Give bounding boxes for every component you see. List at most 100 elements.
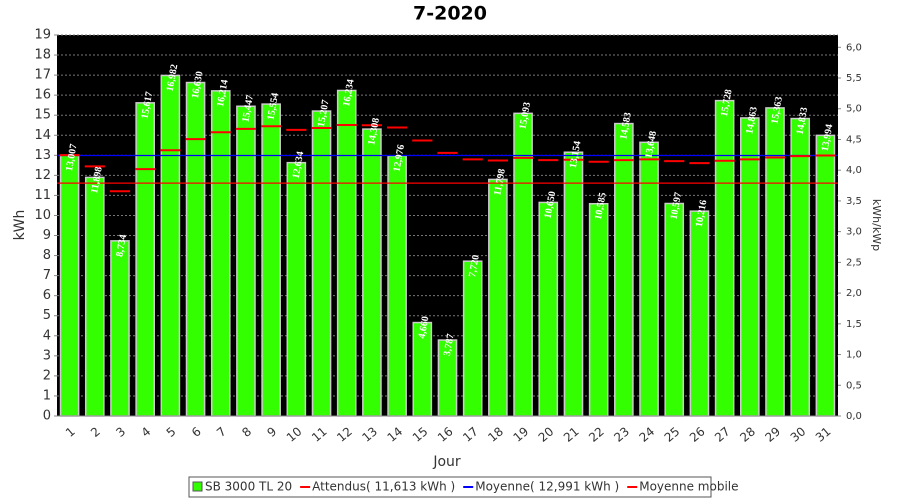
value-label: 16,234 [341,78,357,107]
x-tick-label: 30 [788,424,809,445]
y-tick-label: 5 [43,308,51,323]
y-tick-label: 11 [34,188,51,203]
y-tick-label: 13 [34,148,51,163]
x-tick-label: 18 [485,424,506,445]
x-tick-label: 24 [637,424,658,445]
x-tick-label: 23 [611,424,632,445]
y-tick-label: 15 [34,108,51,123]
value-label: 16,214 [215,79,231,108]
value-label: 12,634 [291,151,307,180]
bar [59,154,80,417]
value-label: 14,583 [618,111,634,140]
y-tick-label: 19 [34,28,51,43]
x-tick-label: 2 [88,424,103,440]
value-label: 16,982 [165,63,181,92]
x-tick-label: 14 [385,424,406,445]
x-tick-label: 26 [687,424,708,445]
x-tick-label: 13 [359,424,380,445]
bar [538,201,559,417]
y-tick-label: 3 [43,348,51,363]
value-label: 10,216 [694,199,710,228]
chart-title: 7-2020 [413,3,487,25]
value-label: 14,833 [795,106,811,135]
y2-tick-label: 2,5 [846,257,862,268]
x-tick-label: 7 [214,424,229,440]
value-label: 14,308 [366,117,382,146]
value-label: 10,597 [669,191,685,220]
y2-tick-label: 5,0 [846,104,862,115]
value-label: 7,720 [467,254,482,278]
bar [765,107,785,417]
value-label: 15,447 [240,94,256,123]
bar [210,90,231,417]
x-tick-label: 29 [762,424,783,445]
bar [84,176,105,417]
bar [236,105,256,417]
y2-tick-label: 3,0 [846,227,862,238]
legend-swatch [192,481,203,492]
value-label: 13,154 [568,140,584,169]
x-tick-label: 20 [536,424,557,445]
y2-tick-label: 2,0 [846,288,862,299]
value-label: 15,363 [769,96,785,125]
value-label: 4,660 [417,315,432,339]
bar [387,155,407,417]
legend [188,476,712,498]
value-label: 15,207 [316,99,332,128]
y-tick-label: 9 [43,228,51,243]
bar [488,178,508,417]
x-tick-label: 28 [737,424,758,445]
y-tick-label: 12 [34,168,51,183]
bar [664,202,685,417]
y-tick-label: 8 [43,248,51,263]
bar [336,89,357,417]
y-tick-label: 18 [34,48,51,63]
bar [462,260,483,417]
y2-tick-label: 1,0 [846,350,862,361]
bar [815,134,836,417]
y-tick-label: 2 [43,368,51,383]
bar [714,99,735,417]
value-label: 10,585 [593,192,609,221]
value-label: 11,798 [492,168,508,196]
value-label: 15,554 [266,92,282,121]
y2-tick-label: 6,0 [846,42,862,53]
bar [135,102,155,417]
x-tick-label: 10 [284,424,305,445]
value-label: 13,994 [820,123,836,152]
bar [160,74,181,417]
bar [563,151,584,417]
legend-label: Moyenne mobile [639,480,738,494]
y-tick-label: 16 [34,88,51,103]
y-tick-label: 0 [43,409,51,424]
y2-tick-label: 5,5 [846,73,862,84]
bar [185,81,206,417]
y-tick-label: 6 [43,288,51,303]
y-tick-label: 4 [43,328,51,343]
x-tick-label: 27 [712,424,733,445]
y2-tick-label: 3,5 [846,196,862,207]
value-label: 10,650 [543,190,559,219]
y-axis-label: kWh [12,210,28,241]
y-tick-label: 10 [34,208,51,223]
x-tick-label: 8 [239,424,254,440]
y2-tick-label: 0,0 [846,411,862,422]
y2-tick-label: 4,5 [846,134,862,145]
x-tick-label: 1 [63,424,78,440]
bar [110,240,130,417]
y-tick-label: 1 [43,388,51,403]
value-label: 11,898 [89,166,105,194]
legend-label: Moyenne( 12,991 kWh ) [475,480,619,494]
x-tick-label: 17 [460,424,481,445]
x-tick-label: 15 [410,424,431,445]
value-label: 3,787 [442,333,457,357]
y-tick-label: 17 [34,68,51,83]
x-axis-label: Jour [432,454,461,470]
x-tick-label: 3 [113,424,128,440]
value-label: 15,617 [140,91,156,120]
y2-tick-label: 1,5 [846,319,862,330]
bar [790,117,811,417]
bar [588,202,609,417]
x-tick-label: 31 [813,424,834,445]
